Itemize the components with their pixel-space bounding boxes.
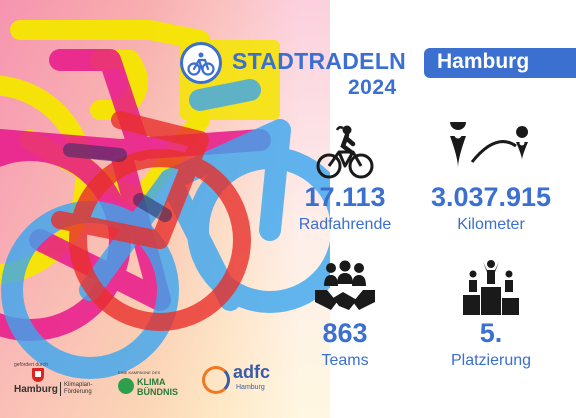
funded-by-text: gefördert durch <box>14 362 48 368</box>
stat-label: Teams <box>321 352 369 369</box>
header: STADTRADELN 2024 Hamburg <box>180 42 576 102</box>
hamburg-program-text: Klimaplan- Förderung <box>60 382 92 396</box>
stat-value: 3.037.915 <box>430 182 552 212</box>
campaign-year: 2024 <box>348 76 397 99</box>
klima-buendnis-logo-icon <box>118 378 134 394</box>
bicycle-logo-icon <box>187 52 215 76</box>
campaign-title: STADTRADELN <box>232 48 407 74</box>
stat-value: 17.113 <box>304 182 386 212</box>
stat-teams: 863 Teams <box>270 260 420 371</box>
hamburg-logo-text: Hamburg <box>14 384 58 395</box>
klima-campaign-text: EINE KAMPAGNE DES <box>118 370 161 375</box>
hamburg-crest-icon <box>32 368 44 382</box>
city-badge: Hamburg <box>424 48 576 78</box>
adfc-logo-icon <box>202 366 230 394</box>
overlap-shadows <box>63 143 172 222</box>
stat-label: Radfahrende <box>298 216 392 233</box>
stat-value: 5. <box>479 318 503 348</box>
stat-platzierung: 5. Platzierung <box>416 260 566 371</box>
stadtradeln-logo <box>180 42 222 84</box>
stat-label: Platzierung <box>450 352 532 369</box>
red-bicycle <box>51 111 251 331</box>
team-handshake-icon <box>315 260 375 310</box>
cyclist-icon <box>316 125 374 179</box>
stat-label: Kilometer <box>457 216 525 233</box>
stat-radfahrende: 17.113 Radfahrende <box>270 122 420 235</box>
adfc-logo-text: adfc <box>233 362 271 382</box>
podium-icon <box>463 260 519 315</box>
adfc-city-text: Hamburg <box>236 384 265 391</box>
stat-kilometer: 3.037.915 Kilometer <box>416 122 566 235</box>
decorative-bicycles <box>0 20 330 379</box>
route-icon <box>450 122 529 168</box>
klima-buendnis-text: KLIMA BÜNDNIS <box>137 377 179 397</box>
sponsor-footer: gefördert durch Hamburg Klimaplan- Förde… <box>0 348 330 418</box>
stat-value: 863 <box>322 318 368 348</box>
